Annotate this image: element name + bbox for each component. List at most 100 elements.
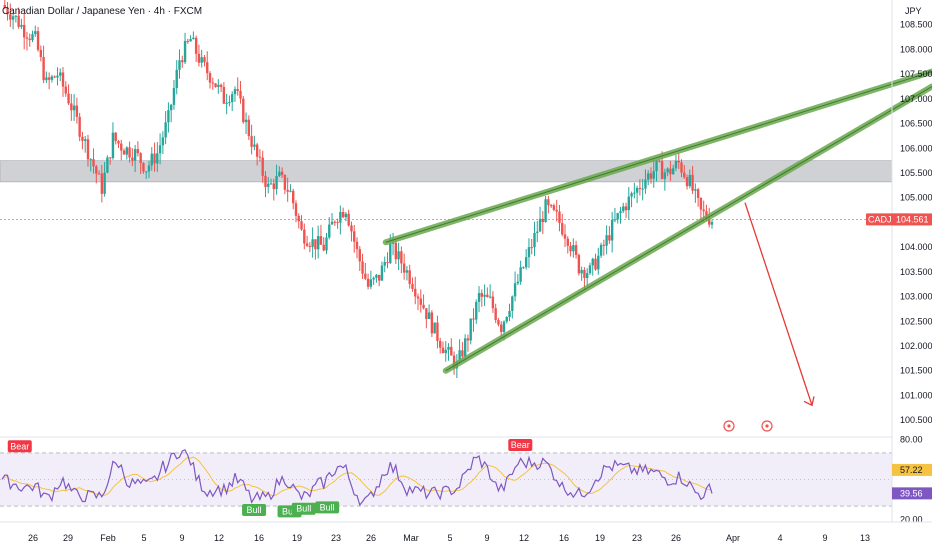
candle-body — [305, 243, 309, 246]
candle-body — [627, 196, 630, 211]
candle-body — [508, 311, 511, 318]
rsi-ma-tag — [892, 463, 932, 476]
candle-body — [569, 245, 572, 252]
candle-body — [181, 60, 184, 63]
price-pane — [0, 0, 932, 432]
candle-body — [47, 77, 51, 80]
candle-body — [139, 153, 142, 164]
candle-body — [674, 160, 678, 169]
candle-body — [178, 60, 181, 70]
candle-body — [169, 104, 173, 111]
candle-body — [267, 183, 270, 187]
candle-body — [261, 157, 264, 176]
candle-body — [563, 234, 567, 239]
candle-body — [677, 160, 680, 163]
candle-body — [308, 245, 312, 247]
candle-body — [608, 235, 611, 241]
candle-body — [694, 189, 697, 191]
rsi-band — [0, 452, 892, 507]
rsi-value-tag — [892, 487, 932, 500]
candle-body — [605, 235, 608, 246]
candle-body — [214, 83, 217, 87]
candle-body — [303, 229, 306, 244]
candle-body — [416, 296, 420, 299]
candle-body — [203, 57, 206, 63]
time-tick-label: 26 — [366, 533, 376, 543]
candle-body — [42, 57, 45, 81]
arrow-head — [803, 396, 815, 407]
candle-body — [164, 122, 167, 138]
time-tick-label: 23 — [331, 533, 341, 543]
candle-body — [366, 278, 370, 287]
candle-body — [92, 159, 95, 167]
price-tick-label: 101.500 — [900, 366, 932, 376]
candle-body — [671, 168, 675, 175]
candle-body — [183, 40, 187, 63]
candle-body — [383, 262, 386, 266]
candle-body — [34, 31, 37, 35]
wedge-lower-edge — [445, 86, 932, 372]
candle-body — [278, 171, 281, 177]
candle-body — [17, 15, 20, 27]
price-tick-label: 108.500 — [900, 20, 932, 30]
candle-body — [64, 86, 67, 94]
candle-body — [469, 318, 472, 341]
resistance-zone — [0, 160, 893, 183]
bear-label-text: Bear — [10, 441, 29, 451]
time-tick-label: 4 — [777, 533, 782, 543]
candle-body — [3, 4, 6, 8]
candle-body — [147, 165, 151, 172]
candle-body — [272, 183, 275, 190]
symbol-tag-label: CADJPY — [868, 214, 904, 224]
event-dot — [727, 424, 731, 428]
candle-body — [197, 53, 201, 63]
candle-body — [255, 144, 259, 157]
time-tick-label: Feb — [100, 533, 116, 543]
candle-body — [405, 270, 409, 273]
candle-body — [561, 222, 564, 235]
candle-body — [269, 183, 273, 185]
candle-body — [683, 172, 686, 178]
candle-body — [588, 265, 592, 274]
candle-body — [316, 236, 320, 250]
price-tick-label: 103.000 — [900, 292, 932, 302]
bull-label-text: Bull — [296, 504, 311, 514]
candle-body — [530, 247, 533, 249]
candle-body — [222, 86, 226, 104]
time-tick-label: Mar — [403, 533, 419, 543]
candle-body — [450, 346, 453, 356]
candle-body — [594, 258, 597, 270]
candle-body — [408, 270, 411, 284]
candle-body — [547, 199, 550, 206]
candle-body — [486, 294, 489, 298]
candle-body — [444, 349, 447, 354]
candle-body — [688, 174, 692, 187]
candle-body — [314, 239, 317, 250]
candle-body — [294, 203, 298, 216]
candle-body — [400, 251, 403, 264]
candle-body — [461, 350, 464, 357]
price-axis: 108.500 108.000 107.500 107.000 106.500 106.0… — [866, 0, 932, 524]
rsi-tick-label: 80.00 — [900, 435, 923, 445]
candle-body — [150, 153, 153, 166]
candle-body — [422, 304, 425, 309]
candle-body — [638, 187, 642, 189]
candle-body — [472, 318, 475, 320]
candle-body — [333, 221, 337, 223]
candle-body — [344, 213, 348, 218]
candle-body — [247, 119, 251, 137]
candle-body — [494, 308, 497, 320]
candle-body — [544, 199, 547, 223]
candle-body — [81, 136, 84, 141]
candle-body — [242, 98, 245, 123]
time-tick-label: 12 — [519, 533, 529, 543]
time-tick-label: 16 — [254, 533, 264, 543]
candle-body — [685, 177, 689, 187]
candle-body — [156, 153, 159, 164]
time-tick-label: Apr — [726, 533, 740, 543]
candle-body — [536, 231, 539, 233]
candle-body — [466, 338, 470, 341]
candle-body — [658, 160, 661, 162]
candle-body — [36, 31, 40, 50]
